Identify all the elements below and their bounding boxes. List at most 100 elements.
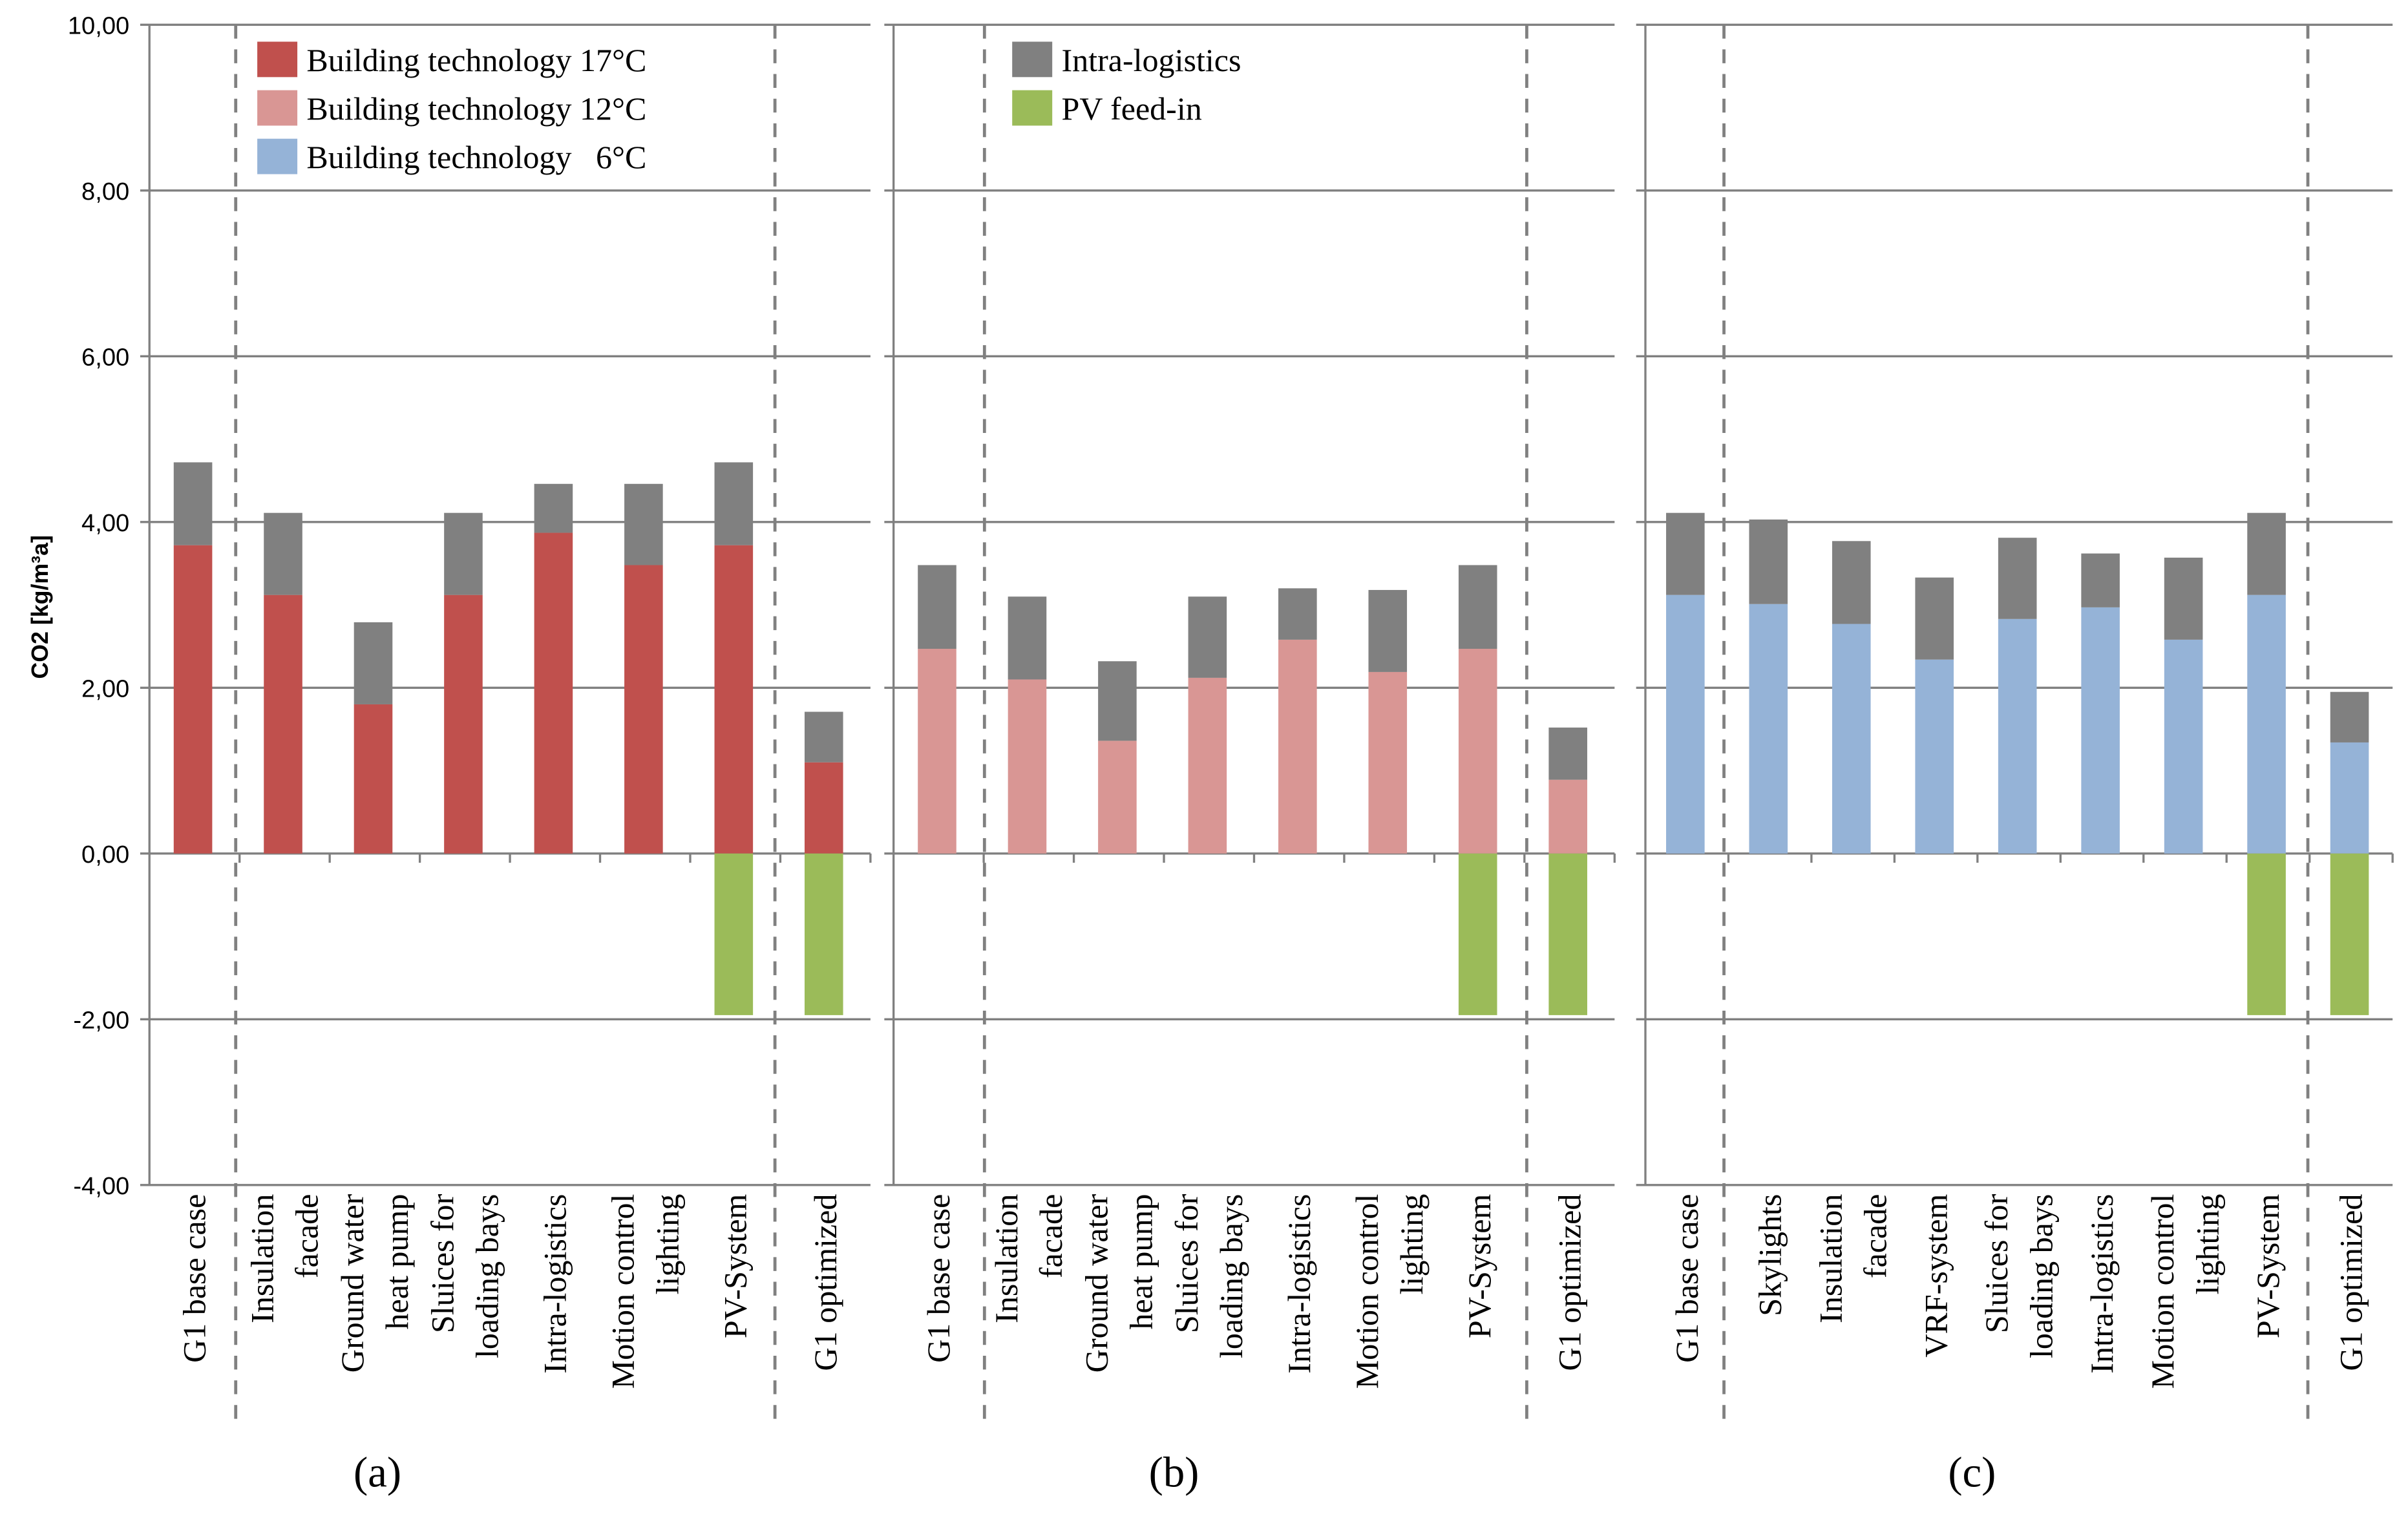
category-label: PV-System (2250, 1194, 2286, 1338)
bar-intra-logistics (624, 483, 663, 565)
category-label: Sluices for loading bays (1978, 1194, 2059, 1358)
bar-intra-logistics (1749, 519, 1788, 604)
bar-building-technology (2330, 742, 2369, 854)
category-label: G1 optimized (807, 1194, 843, 1371)
bar-building-technology (1368, 671, 1408, 854)
bar-pv-feed-in (2247, 853, 2286, 1015)
bar-building-technology (1666, 595, 1705, 854)
bar-building-technology (1548, 779, 1587, 854)
axes (148, 25, 2394, 1426)
bar-pv-feed-in (1458, 853, 1497, 1015)
y-axis-label: CO2 [kg/m³a] (27, 535, 53, 679)
bar-building-technology (354, 704, 393, 854)
category-label: Intra-logistics (536, 1194, 573, 1374)
category-label: G1 optimized (1551, 1194, 1587, 1371)
legend-label-pv: PV feed-in (1061, 90, 1201, 127)
y-tick-labels: 10,00 8,00 6,00 4,00 2,00 0,00 -2,00 -4,00 (68, 12, 129, 1201)
category-label: Sluices for loading bays (424, 1194, 505, 1358)
bar-building-technology (173, 545, 213, 854)
legend-label-bt12: Building technology 12°C (306, 90, 646, 127)
y-tick-label: 10,00 (68, 12, 129, 40)
bar-intra-logistics (1915, 577, 1954, 660)
bar-building-technology (264, 595, 302, 854)
bar-intra-logistics (1278, 588, 1317, 640)
bar-intra-logistics (1098, 661, 1137, 741)
category-labels: G1 base case Insulation facade Ground water… (176, 1194, 2369, 1389)
bar-intra-logistics (2081, 553, 2120, 607)
bar-intra-logistics (804, 711, 843, 763)
legend-swatch-bt12 (257, 90, 298, 126)
bar-pv-feed-in (804, 853, 843, 1015)
bar-building-technology (1915, 659, 1954, 854)
y-tick-label: 8,00 (81, 178, 129, 205)
bar-building-technology (1098, 741, 1137, 854)
bar-building-technology (1008, 679, 1047, 854)
category-label: Insulation facade (244, 1194, 325, 1323)
category-label: Motion control lighting (2144, 1194, 2225, 1389)
legend-swatch-intra (1012, 41, 1053, 78)
legend: Building technology 17°C Building technol… (257, 41, 1241, 175)
category-label: Intra-logistics (1281, 1194, 1317, 1374)
bar-intra-logistics (1998, 538, 2037, 619)
bar-intra-logistics (354, 622, 393, 704)
legend-swatch-bt6 (257, 138, 298, 174)
category-label: G1 base case (1669, 1194, 1705, 1363)
bar-building-technology (1832, 624, 1871, 854)
bar-building-technology (1188, 677, 1227, 854)
category-label: Ground water heat pump (1078, 1194, 1159, 1373)
bar-pv-feed-in (714, 853, 754, 1015)
bar-intra-logistics (1548, 727, 1587, 780)
category-label: Sluices for loading bays (1168, 1194, 1249, 1358)
category-label: Skylights (1751, 1194, 1788, 1316)
bar-pv-feed-in (1548, 853, 1587, 1015)
bar-intra-logistics (173, 462, 213, 545)
bar-intra-logistics (2330, 691, 2369, 742)
bar-building-technology (1998, 618, 2037, 854)
panel-label-b: (b) (1149, 1449, 1199, 1497)
category-label: Insulation facade (1812, 1194, 1893, 1323)
bar-intra-logistics (2164, 557, 2203, 640)
category-label: VRF-system (1917, 1194, 1954, 1358)
bar-intra-logistics (264, 512, 302, 595)
bar-building-technology (624, 565, 663, 854)
bar-building-technology (804, 762, 843, 854)
bar-building-technology (2164, 639, 2203, 854)
bar-pv-feed-in (2330, 853, 2369, 1015)
legend-swatch-pv (1012, 90, 1053, 126)
bar-building-technology (1458, 649, 1497, 854)
bar-intra-logistics (2247, 512, 2286, 595)
category-label: G1 base case (920, 1194, 956, 1363)
bar-intra-logistics (444, 512, 483, 595)
bar-intra-logistics (1832, 541, 1871, 624)
y-tick-label: -4,00 (73, 1172, 129, 1200)
panel-labels: (a) (b) (c) (354, 1449, 1996, 1497)
bar-intra-logistics (714, 462, 754, 545)
category-label: PV-System (1461, 1194, 1497, 1338)
bar-building-technology (534, 532, 573, 854)
panel-label-c: (c) (1948, 1449, 1996, 1497)
category-label: Insulation facade (988, 1194, 1069, 1323)
category-label: Motion control lighting (1349, 1194, 1430, 1389)
legend-label-intra: Intra-logistics (1061, 42, 1241, 78)
y-tick-label: -2,00 (73, 1007, 129, 1035)
legend-swatch-bt17 (257, 41, 298, 78)
legend-label-bt6: Building technology 6°C (306, 139, 646, 175)
category-label: PV-System (717, 1194, 753, 1338)
bar-intra-logistics (534, 483, 573, 533)
category-label: Ground water heat pump (334, 1194, 415, 1373)
bar-building-technology (2247, 595, 2286, 854)
category-label: G1 optimized (2333, 1194, 2369, 1371)
bars (173, 462, 2369, 1015)
bar-building-technology (1278, 639, 1317, 854)
category-label: G1 base case (176, 1194, 213, 1363)
bar-building-technology (444, 595, 483, 854)
bar-building-technology (918, 649, 956, 854)
bar-intra-logistics (1188, 596, 1227, 678)
bar-building-technology (1749, 604, 1788, 854)
bar-building-technology (2081, 607, 2120, 854)
bar-intra-logistics (1368, 589, 1408, 672)
y-tick-label: 6,00 (81, 344, 129, 372)
category-label: Motion control lighting (604, 1194, 685, 1389)
bar-intra-logistics (1458, 565, 1497, 649)
